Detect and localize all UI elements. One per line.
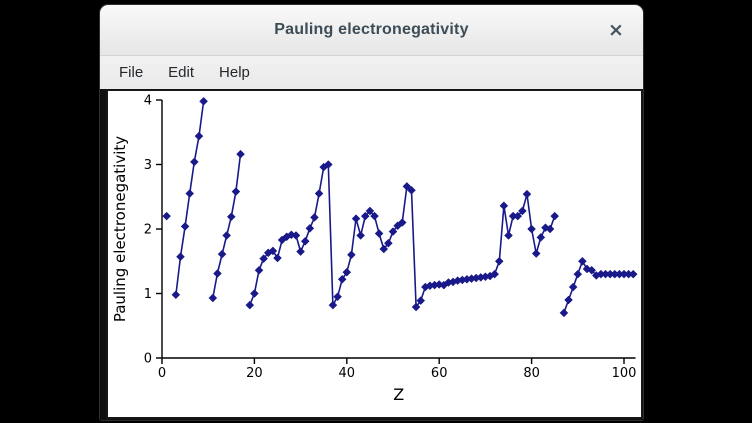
data-point [573,269,583,279]
data-point [370,211,379,221]
data-point [333,292,342,302]
data-point [397,218,407,227]
data-point [194,131,204,141]
data-point [416,296,426,305]
data-point [531,249,541,258]
y-tick-label: 3 [144,158,152,173]
data-point [545,224,555,234]
data-point [273,253,282,263]
data-point [245,300,255,310]
data-point [494,256,504,266]
data-point [314,189,324,198]
data-point [342,267,352,277]
data-point [518,206,527,216]
y-tick-label: 2 [144,223,152,238]
data-point [310,213,319,222]
data-point [587,265,597,275]
x-tick-label: 80 [523,366,540,381]
series-line-segment [175,101,205,295]
data-point [628,269,638,279]
data-point [176,252,185,262]
data-point [226,212,236,222]
data-point [374,229,384,238]
data-point [527,224,536,234]
data-point [388,227,398,236]
menu-item-help[interactable]: Help [219,64,250,81]
close-icon: × [608,18,624,41]
electronegativity-plot: 0 20 40 60 80 100 0 1 2 3 4 Z Pauling electronegativ… [111,94,638,404]
close-button[interactable]: × [603,17,629,43]
app-window: Pauling electronegativity × File Edit He… [100,5,643,420]
data-point [499,201,509,211]
data-point [180,222,190,231]
x-axis-label: Z [393,385,404,404]
data-point [236,149,245,159]
data-point [379,244,389,254]
y-tick-label: 4 [144,94,152,109]
data-point [162,211,171,221]
data-point [185,189,195,198]
data-point [199,96,208,106]
data-point [337,274,347,284]
data-point [171,290,181,300]
data-point [347,250,356,260]
data-point [490,269,499,279]
data-point [568,282,578,292]
data-point [217,249,227,259]
data-point [564,295,573,305]
data-point [522,189,532,199]
data-point [411,302,421,312]
data-point [402,182,412,191]
data-point [323,160,333,169]
data-point [189,157,199,167]
menu-item-file[interactable]: File [119,64,144,81]
data-point [559,308,569,318]
data-point [407,185,416,195]
y-tick-label: 1 [144,287,152,302]
data-point [208,293,218,303]
data-point [296,247,305,256]
data-point [351,214,361,224]
data-point [213,269,222,278]
data-point [231,187,241,196]
figure-canvas: 0 20 40 60 80 100 0 1 2 3 4 Z Pauling electronegativ… [106,89,643,419]
x-tick-label: 20 [246,366,263,381]
data-point [356,231,366,240]
y-axis-label: Pauling electronegativity [111,136,129,322]
data-point [291,231,301,240]
data-point [513,211,523,221]
x-tick-label: 100 [612,366,637,381]
data-point [222,231,232,240]
data-point [259,254,268,264]
data-point [268,246,278,256]
data-point [384,238,393,248]
data-point [578,256,587,266]
window-titlebar[interactable]: Pauling electronegativity × [100,5,643,56]
data-point [360,211,370,221]
data-point [300,236,310,246]
x-tick-label: 0 [158,366,166,381]
y-tick-label: 0 [144,352,152,367]
data-point [250,289,259,298]
data-point [536,233,546,242]
data-point [550,211,560,221]
window-title: Pauling electronegativity [274,21,469,38]
data-point [504,231,513,240]
data-point [305,224,315,233]
data-point [254,265,264,275]
data-point [328,300,338,310]
x-tick-label: 40 [339,366,356,381]
data-point [365,206,375,216]
menu-bar: File Edit Help [100,56,643,89]
x-tick-label: 60 [431,366,448,381]
menu-item-edit[interactable]: Edit [168,64,195,81]
